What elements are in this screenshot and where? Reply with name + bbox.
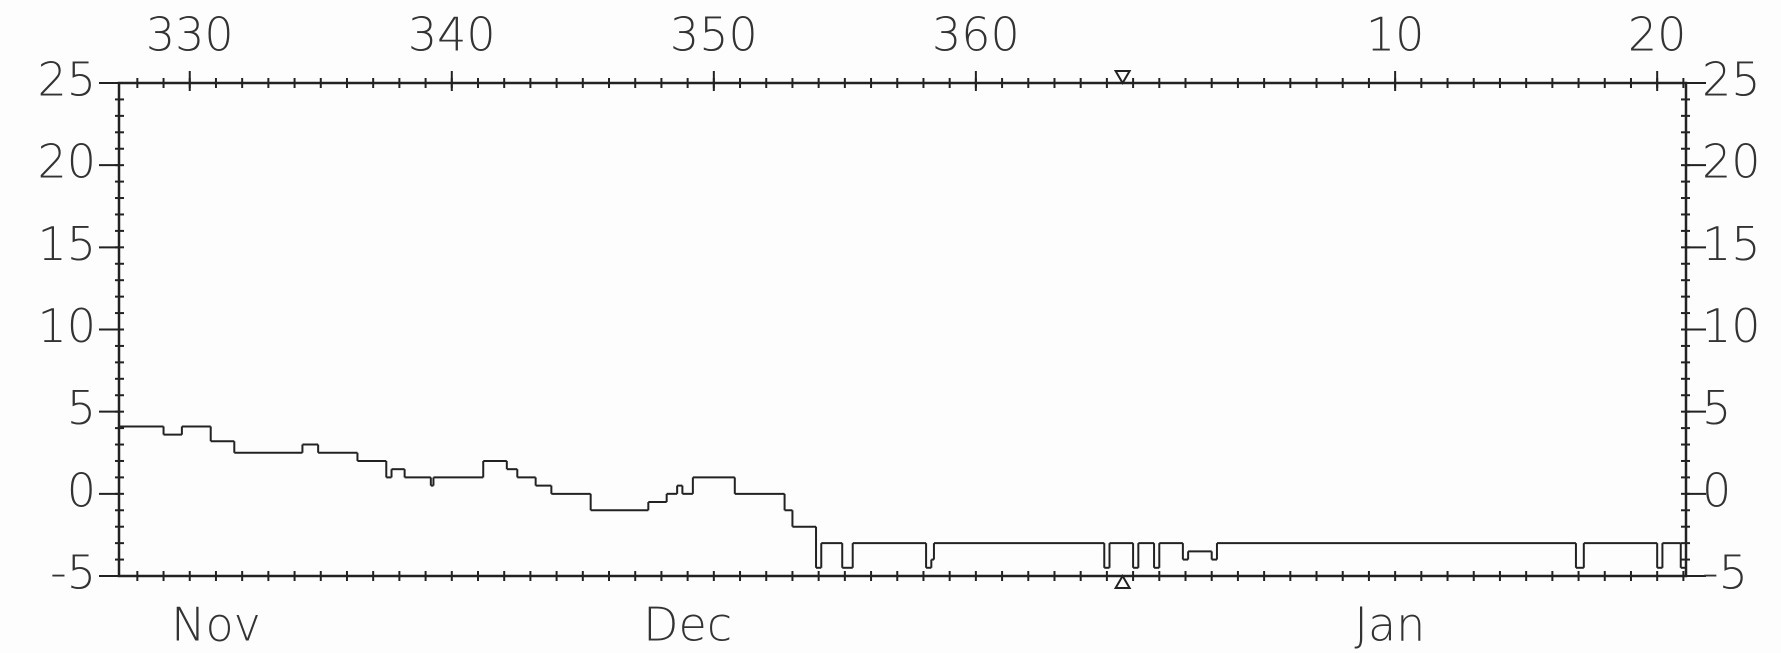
x-tick-label: 350 — [670, 8, 758, 62]
y-tick-label: 0 — [67, 463, 96, 517]
bottom-marker — [1113, 574, 1132, 589]
x-tick-label: 330 — [146, 8, 234, 62]
y-tick-label-right: 0 — [1702, 463, 1731, 517]
month-label: Jan — [1354, 598, 1425, 652]
y-tick-label: -5 — [50, 546, 96, 600]
y-tick-label-right: 10 — [1702, 299, 1761, 353]
y-tick-label: 15 — [37, 217, 96, 271]
x-tick-label: 10 — [1366, 8, 1425, 62]
month-label: Nov — [171, 598, 261, 652]
x-tick-label: 20 — [1628, 8, 1687, 62]
y-tick-label: 5 — [67, 381, 96, 435]
y-tick-label-right: 5 — [1702, 381, 1731, 435]
top-marker — [1113, 70, 1132, 85]
x-tick-label: 340 — [408, 8, 496, 62]
y-tick-label: 10 — [37, 299, 96, 353]
y-tick-label-right: 20 — [1702, 135, 1761, 189]
y-tick-label-right: 25 — [1702, 53, 1761, 107]
y-tick-label-right: -5 — [1702, 546, 1748, 600]
x-tick-label: 360 — [932, 8, 1020, 62]
plot-frame — [117, 81, 1688, 578]
month-label: Dec — [643, 598, 732, 652]
y-tick-label: 20 — [37, 135, 96, 189]
y-tick-label-right: 15 — [1702, 217, 1761, 271]
y-tick-label: 25 — [37, 53, 96, 107]
